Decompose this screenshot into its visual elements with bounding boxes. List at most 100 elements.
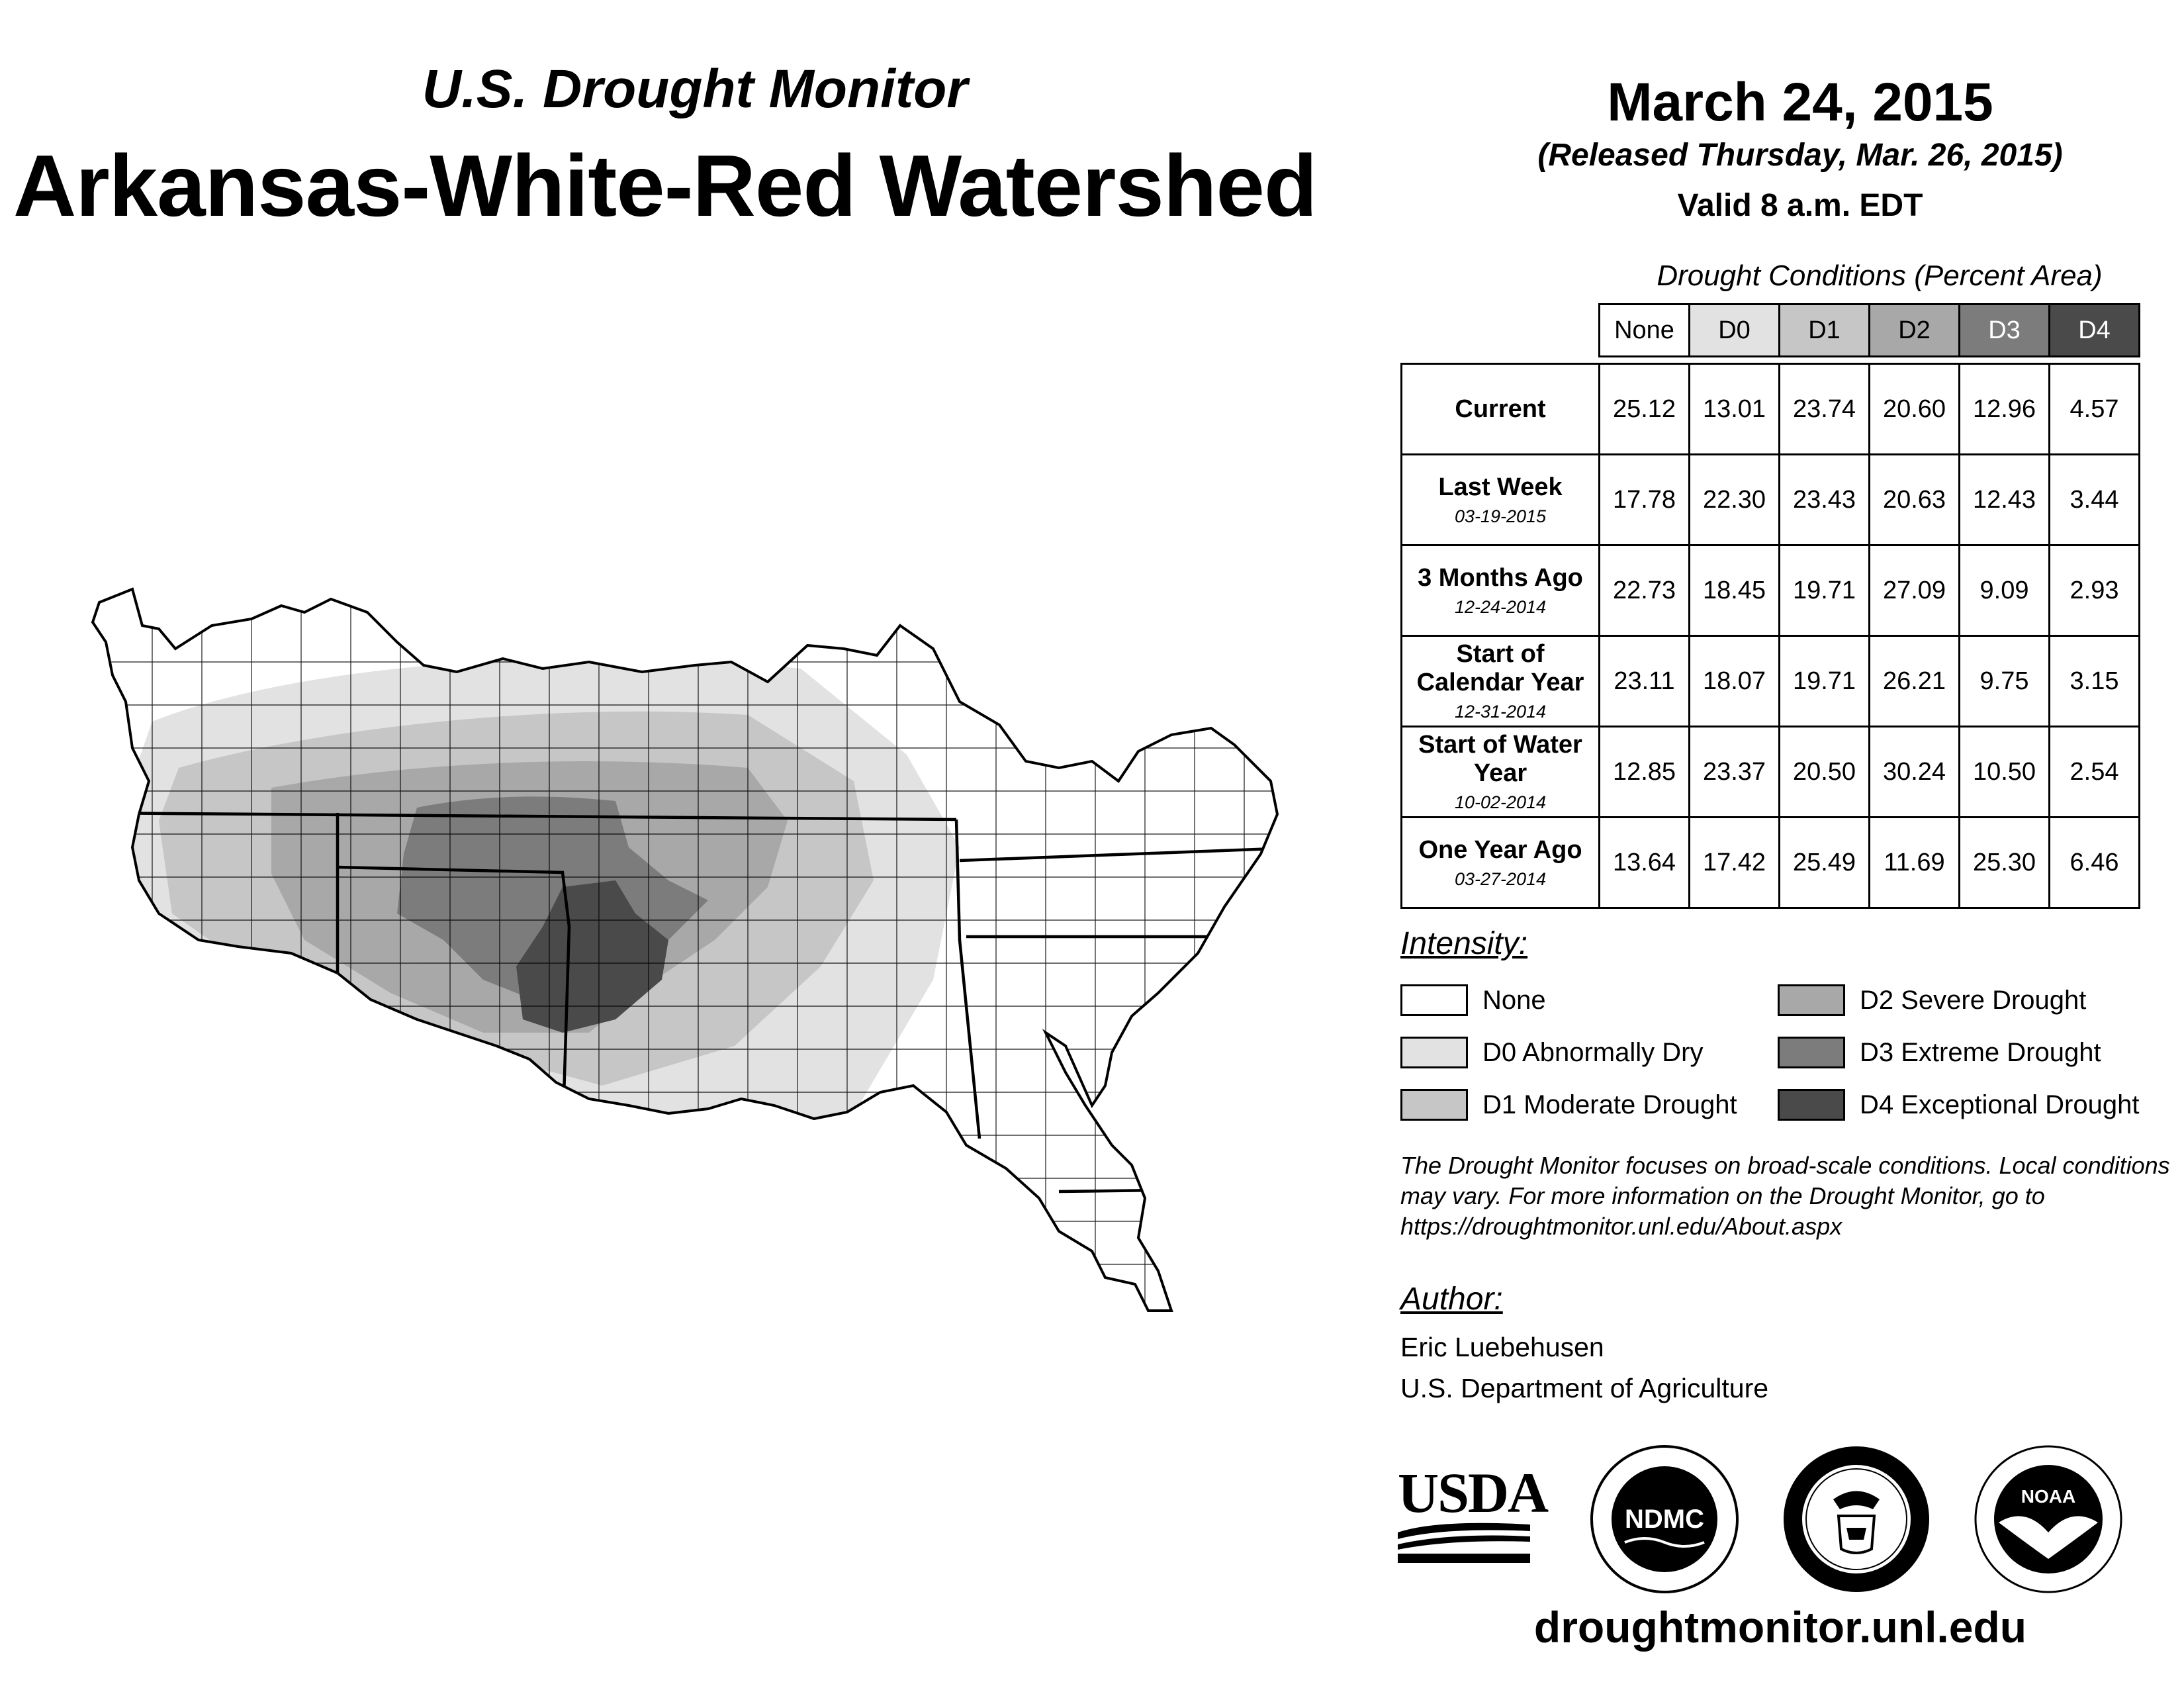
table-cell: 9.75 [1958, 635, 2050, 727]
table-cell: 23.11 [1598, 635, 1690, 727]
legend-item-d0: D0 Abnormally Dry [1400, 1034, 1703, 1071]
table-cell: 25.49 [1778, 816, 1870, 909]
row-date: 03-27-2014 [1454, 869, 1547, 890]
commerce-seal-icon [1784, 1446, 1929, 1592]
table-cell: 27.09 [1868, 544, 1960, 637]
table-cell: 12.85 [1598, 726, 1690, 818]
author-name: Eric Luebehusen [1400, 1332, 1604, 1362]
table-row-one-year-ago: One Year Ago 03-27-2014 13.64 17.42 25.49… [1400, 816, 2140, 909]
col-header-none: None [1598, 303, 1690, 357]
table-cell: 4.57 [2048, 363, 2140, 455]
table-cell: 2.93 [2048, 544, 2140, 637]
table-cell: 20.60 [1868, 363, 1960, 455]
website-url[interactable]: droughtmonitor.unl.edu [1533, 1603, 2027, 1652]
watershed-map [91, 588, 1279, 1312]
valid-time: Valid 8 a.m. EDT [1677, 188, 1923, 223]
table-cell: 20.50 [1778, 726, 1870, 818]
table-cell: 30.24 [1868, 726, 1960, 818]
legend-heading: Intensity: [1400, 926, 1528, 961]
table-cell: 10.50 [1958, 726, 2050, 818]
row-label: One Year Ago 03-27-2014 [1400, 816, 1600, 909]
legend-label: D2 Severe Drought [1860, 985, 2087, 1015]
table-cell: 6.46 [2048, 816, 2140, 909]
table-cell: 11.69 [1868, 816, 1960, 909]
col-header-d1: D1 [1778, 303, 1870, 357]
table-cell: 9.09 [1958, 544, 2050, 637]
table-cell: 20.63 [1868, 453, 1960, 546]
table-cell: 17.42 [1688, 816, 1780, 909]
ndmc-logo-icon: NDMC [1590, 1445, 1739, 1593]
noaa-logo-icon: NOAA [1974, 1445, 2122, 1593]
legend-label: D4 Exceptional Drought [1860, 1090, 2140, 1119]
disclaimer-note: The Drought Monitor focuses on broad-sca… [1400, 1152, 2170, 1241]
row-label: Current [1400, 363, 1600, 455]
row-label: Last Week 03-19-2015 [1400, 453, 1600, 546]
legend-swatch [1778, 984, 1845, 1016]
row-label: Start of Water Year 10-02-2014 [1400, 726, 1600, 818]
legend-item-d1: D1 Moderate Drought [1400, 1086, 1737, 1123]
legend-swatch [1778, 1037, 1845, 1068]
noaa-logo-text: NOAA [2021, 1486, 2075, 1507]
table-cell: 2.54 [2048, 726, 2140, 818]
legend-label: None [1482, 985, 1546, 1015]
table-cell: 22.30 [1688, 453, 1780, 546]
row-date: 10-02-2014 [1454, 792, 1547, 813]
table-cell: 13.64 [1598, 816, 1690, 909]
map-subtitle: U.S. Drought Monitor [422, 59, 968, 119]
table-row-last-week: Last Week 03-19-2015 17.78 22.30 23.43 20… [1400, 453, 2140, 546]
col-header-d0: D0 [1688, 303, 1780, 357]
table-cell: 23.43 [1778, 453, 1870, 546]
row-label: 3 Months Ago 12-24-2014 [1400, 544, 1600, 637]
ndmc-logo-text: NDMC [1625, 1505, 1704, 1534]
legend-swatch [1400, 984, 1468, 1016]
table-cell: 12.43 [1958, 453, 2050, 546]
row-label: Start of Calendar Year 12-31-2014 [1400, 635, 1600, 727]
legend-item-d2: D2 Severe Drought [1778, 982, 2086, 1019]
header-blank [1402, 305, 1600, 357]
author-block: Eric Luebehusen U.S. Department of Agric… [1400, 1327, 1768, 1409]
row-date: 03-19-2015 [1454, 506, 1547, 527]
legend-item-none: None [1400, 982, 1546, 1019]
table-cell: 19.71 [1778, 635, 1870, 727]
legend-label: D3 Extreme Drought [1860, 1037, 2101, 1067]
release-date: (Released Thursday, Mar. 26, 2015) [1537, 138, 2063, 173]
usda-logo-text: USDA [1398, 1461, 1549, 1524]
table-cell: 22.73 [1598, 544, 1690, 637]
author-heading: Author: [1400, 1282, 1503, 1317]
table-cell: 17.78 [1598, 453, 1690, 546]
table-cell: 12.96 [1958, 363, 2050, 455]
table-cell: 23.74 [1778, 363, 1870, 455]
col-header-d2: D2 [1868, 303, 1960, 357]
row-date: 12-31-2014 [1454, 702, 1547, 722]
table-cell: 13.01 [1688, 363, 1780, 455]
table-cell: 19.71 [1778, 544, 1870, 637]
legend-item-d3: D3 Extreme Drought [1778, 1034, 2101, 1071]
usda-hills-icon [1398, 1523, 1530, 1563]
table-cell: 18.45 [1688, 544, 1780, 637]
legend-label: D1 Moderate Drought [1482, 1090, 1737, 1119]
legend-swatch [1400, 1037, 1468, 1068]
usda-logo: USDA [1398, 1461, 1549, 1566]
map-title: Arkansas-White-Red Watershed [13, 137, 1318, 234]
table-cell: 25.12 [1598, 363, 1690, 455]
author-org: U.S. Department of Agriculture [1400, 1372, 1769, 1403]
table-cell: 23.37 [1688, 726, 1780, 818]
table-cell: 3.44 [2048, 453, 2140, 546]
table-row-start-calendar-year: Start of Calendar Year 12-31-2014 23.11 1… [1400, 635, 2140, 727]
table-cell: 3.15 [2048, 635, 2140, 727]
col-header-d4: D4 [2048, 303, 2140, 357]
table-row-current: Current 25.12 13.01 23.74 20.60 12.96 4.… [1400, 363, 2140, 455]
table-row-3-months-ago: 3 Months Ago 12-24-2014 22.73 18.45 19.71… [1400, 544, 2140, 637]
legend-label: D0 Abnormally Dry [1482, 1037, 1704, 1067]
map-date: March 24, 2015 [1607, 72, 1993, 132]
col-header-d3: D3 [1958, 303, 2050, 357]
table-cell: 26.21 [1868, 635, 1960, 727]
table-row-start-water-year: Start of Water Year 10-02-2014 12.85 23.3… [1400, 726, 2140, 818]
row-date: 12-24-2014 [1454, 597, 1547, 618]
table-cell: 25.30 [1958, 816, 2050, 909]
conditions-table: None D0 D1 D2 D3 D4 Current 25.12 13.01 … [1400, 303, 2140, 909]
conditions-title: Drought Conditions (Percent Area) [1657, 259, 2103, 292]
legend-swatch [1400, 1089, 1468, 1121]
legend-item-d4: D4 Exceptional Drought [1778, 1086, 2139, 1123]
legend-swatch [1778, 1089, 1845, 1121]
